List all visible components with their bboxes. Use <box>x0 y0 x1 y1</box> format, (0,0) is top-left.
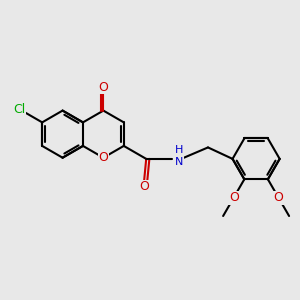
Text: O: O <box>274 191 284 204</box>
Text: O: O <box>229 191 239 204</box>
Text: O: O <box>139 181 149 194</box>
Text: H
N: H N <box>175 145 184 167</box>
Text: O: O <box>98 80 108 94</box>
Text: O: O <box>98 151 108 164</box>
Text: Cl: Cl <box>14 103 26 116</box>
